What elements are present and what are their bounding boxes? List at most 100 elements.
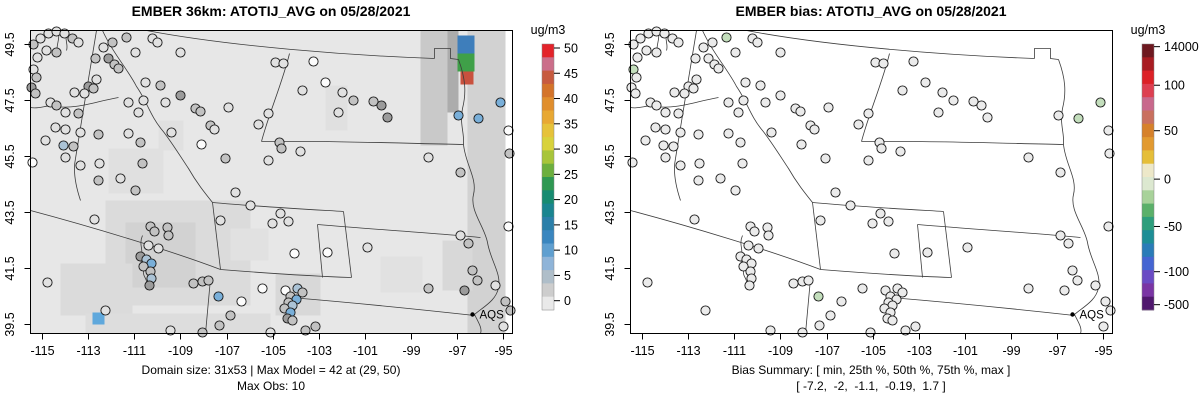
site-marker xyxy=(640,135,651,146)
site-marker xyxy=(723,97,734,108)
site-marker xyxy=(320,77,331,88)
site-marker xyxy=(775,90,786,101)
site-marker xyxy=(755,80,766,91)
y-tick-label: 39.5 xyxy=(3,312,17,336)
site-marker xyxy=(922,247,933,258)
colorbar-segment xyxy=(542,216,554,231)
colorbar-segment xyxy=(1142,44,1154,58)
site-marker xyxy=(155,80,166,91)
site-marker xyxy=(123,128,134,139)
colorbar-segment xyxy=(542,110,554,125)
state-border-line xyxy=(212,202,221,270)
site-marker xyxy=(937,87,948,98)
site-marker xyxy=(1063,238,1074,249)
site-marker xyxy=(867,218,878,229)
site-marker xyxy=(215,215,226,226)
site-marker xyxy=(376,100,387,111)
site-marker xyxy=(51,47,62,58)
colorbar-segment xyxy=(1142,57,1154,71)
site-marker xyxy=(1095,97,1106,108)
site-marker xyxy=(94,158,105,169)
site-marker xyxy=(673,108,684,119)
site-marker xyxy=(631,72,642,83)
site-marker xyxy=(121,32,132,43)
x-tick-label: -107 xyxy=(215,344,240,358)
state-border-line xyxy=(1063,144,1100,334)
site-marker xyxy=(910,321,921,332)
site-marker xyxy=(175,47,186,58)
site-marker xyxy=(878,58,889,69)
site-marker xyxy=(144,280,155,291)
site-marker xyxy=(740,77,751,88)
colorbar-tick-label: 14000 xyxy=(1164,40,1199,54)
site-marker xyxy=(863,155,874,166)
colorbar-segment xyxy=(1142,97,1154,111)
site-marker xyxy=(295,146,306,157)
colorbar-segment xyxy=(1142,203,1154,218)
site-marker xyxy=(245,200,256,211)
site-marker xyxy=(857,283,868,294)
x-tick-label: -105 xyxy=(861,344,886,358)
site-marker xyxy=(765,325,776,336)
site-marker xyxy=(423,152,434,163)
site-marker xyxy=(73,37,84,48)
site-marker xyxy=(115,173,126,184)
site-marker xyxy=(60,107,71,118)
site-marker xyxy=(669,87,680,98)
colorbar-segment xyxy=(1142,216,1154,231)
site-marker xyxy=(50,122,61,133)
site-marker xyxy=(79,88,90,99)
x-tick-label: -101 xyxy=(353,344,378,358)
site-marker xyxy=(41,45,52,56)
x-tick-label: -103 xyxy=(907,344,932,358)
site-marker xyxy=(933,107,944,118)
raster-patch xyxy=(92,312,105,325)
colorbar-segment xyxy=(1142,150,1154,165)
site-marker xyxy=(230,187,241,198)
site-marker xyxy=(310,321,321,332)
site-marker xyxy=(283,216,294,227)
site-marker xyxy=(743,240,754,251)
x-tick-label: -103 xyxy=(307,344,332,358)
site-marker xyxy=(68,141,79,152)
right-caption-bias-header: Bias Summary: [ min, 25th %, 50th %, 75t… xyxy=(732,363,1011,377)
site-marker xyxy=(766,127,777,138)
site-marker xyxy=(691,74,702,85)
site-marker xyxy=(875,208,886,219)
site-marker xyxy=(297,287,308,298)
raster-patch xyxy=(380,256,423,293)
site-marker xyxy=(473,113,484,124)
site-marker xyxy=(698,42,709,53)
site-marker xyxy=(467,265,478,276)
left-panel-svg: EMBER 36km: ATOTIJ_AVG on 05/28/2021 AQS… xyxy=(3,3,578,393)
site-marker xyxy=(1104,148,1115,159)
x-tick-label: -115 xyxy=(30,344,54,358)
site-marker xyxy=(504,148,515,159)
site-marker xyxy=(809,124,820,135)
raster-patch xyxy=(60,263,133,316)
site-marker xyxy=(737,158,748,169)
site-marker xyxy=(453,110,464,121)
left-map-title: EMBER 36km: ATOTIJ_AVG on 05/28/2021 xyxy=(132,3,411,19)
colorbar-tick-label: 100 xyxy=(1164,79,1185,93)
site-marker xyxy=(130,185,141,196)
map-background xyxy=(630,30,1113,334)
x-tick-label: -111 xyxy=(123,344,146,358)
site-marker xyxy=(197,327,208,338)
colorbar-tick-label: -100 xyxy=(1164,265,1189,279)
site-marker xyxy=(730,185,741,196)
site-marker xyxy=(152,37,163,48)
site-marker xyxy=(630,88,641,99)
aqs-legend-dot xyxy=(470,312,475,317)
aqs-legend: AQS xyxy=(470,310,504,322)
state-border-line xyxy=(146,30,435,59)
site-marker xyxy=(730,47,741,58)
site-marker xyxy=(133,107,144,118)
colorbar-segment xyxy=(1142,243,1154,258)
colorbar-tick-label: -50 xyxy=(1164,220,1182,234)
x-tick-label: -95 xyxy=(494,344,512,358)
site-marker xyxy=(1103,221,1114,232)
site-marker xyxy=(263,155,274,166)
colorbar-segment xyxy=(542,123,554,138)
colorbar-tick-label: 25 xyxy=(564,168,578,182)
